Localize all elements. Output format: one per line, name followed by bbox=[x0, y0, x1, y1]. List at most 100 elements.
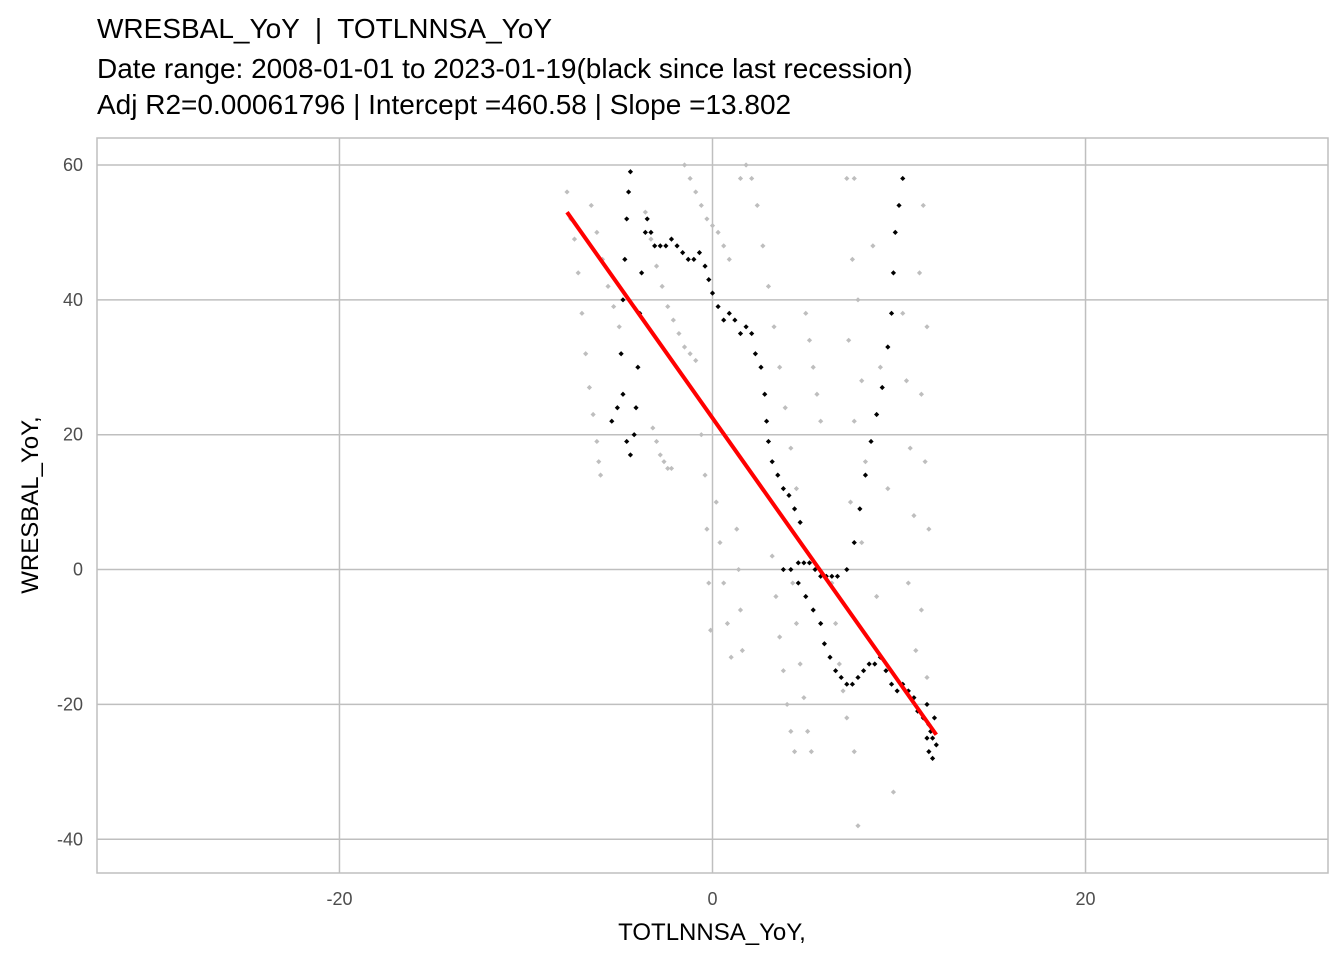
scatter-point bbox=[916, 270, 923, 276]
y-tick-label: -40 bbox=[57, 829, 83, 849]
scatter-point bbox=[594, 438, 600, 445]
scatter-point bbox=[616, 324, 622, 330]
y-axis-label: WRESBAL_YoY, bbox=[17, 416, 44, 593]
scatter-point bbox=[583, 351, 589, 357]
scatter-point bbox=[933, 742, 939, 748]
scatter-point bbox=[780, 566, 786, 573]
scatter-point bbox=[795, 560, 801, 566]
scatter-point bbox=[851, 175, 857, 182]
scatter-point bbox=[918, 607, 924, 613]
scatter-point bbox=[614, 405, 620, 411]
scatter-point bbox=[868, 438, 874, 445]
scatter-point bbox=[704, 526, 710, 532]
scatter-point bbox=[847, 499, 854, 505]
scatter-point bbox=[827, 654, 833, 660]
scatter-point bbox=[588, 202, 594, 209]
scatter-point bbox=[625, 189, 632, 195]
scatter-point bbox=[803, 310, 809, 316]
scatter-point bbox=[726, 310, 732, 316]
scatter-point bbox=[862, 472, 869, 478]
scatter-point bbox=[620, 297, 626, 303]
grid-lines bbox=[96, 137, 1329, 874]
scatter-point bbox=[769, 459, 775, 465]
scatter-point bbox=[622, 256, 628, 262]
scatter-point bbox=[929, 755, 936, 761]
scatter-point bbox=[846, 337, 852, 343]
scatter-point bbox=[633, 405, 639, 411]
scatter-point bbox=[642, 229, 648, 236]
scatter-point bbox=[693, 357, 699, 364]
scatter-point bbox=[793, 486, 800, 492]
x-axis-label: TOTLNNSA_YoY, bbox=[618, 919, 806, 946]
scatter-point bbox=[627, 169, 634, 175]
scatter-point bbox=[862, 459, 869, 465]
scatter-point bbox=[890, 789, 897, 795]
scatter-point bbox=[777, 364, 783, 370]
scatter-point bbox=[676, 330, 682, 337]
scatter-point bbox=[717, 539, 723, 546]
scatter-point bbox=[926, 526, 932, 532]
scatter-point bbox=[870, 243, 876, 249]
scatter-point bbox=[624, 216, 630, 222]
scatter-point bbox=[639, 270, 645, 276]
scatter-point bbox=[706, 580, 712, 586]
scatter-point bbox=[855, 823, 861, 829]
scatter-point bbox=[840, 688, 846, 694]
scatter-point bbox=[885, 486, 891, 492]
scatter-point bbox=[698, 202, 704, 209]
scatter-point bbox=[624, 438, 630, 445]
scatter-point bbox=[926, 749, 932, 755]
scatter-point bbox=[758, 364, 764, 370]
scatter-point bbox=[885, 344, 891, 350]
scatter-point bbox=[605, 283, 611, 289]
scatter-point bbox=[859, 539, 865, 546]
chart-subtitle-date-range: Date range: 2008-01-01 to 2023-01-19(bla… bbox=[97, 53, 913, 84]
scatter-point bbox=[765, 438, 772, 445]
scatter-point bbox=[648, 229, 654, 236]
y-tick-label: 20 bbox=[63, 425, 83, 445]
gray-series bbox=[564, 162, 932, 829]
scatter-point bbox=[821, 641, 828, 647]
scatter-point bbox=[732, 317, 738, 323]
scatter-point bbox=[659, 283, 665, 289]
scatter-point bbox=[788, 728, 794, 734]
scatter-point bbox=[657, 452, 663, 458]
scatter-point bbox=[810, 364, 816, 370]
scatter-point bbox=[851, 539, 857, 546]
scatter-point bbox=[900, 310, 906, 316]
scatter-point bbox=[896, 202, 902, 209]
scatter-point bbox=[810, 607, 816, 613]
scatter-point bbox=[668, 465, 675, 472]
scatter-point bbox=[900, 175, 906, 182]
scatter-point bbox=[579, 310, 585, 316]
scatter-point bbox=[894, 688, 900, 694]
scatter-point bbox=[833, 668, 839, 674]
scatter-point bbox=[687, 175, 693, 182]
scatter-point bbox=[594, 229, 600, 236]
scatter-point bbox=[924, 701, 930, 708]
scatter-point bbox=[892, 229, 898, 236]
scatter-point bbox=[653, 438, 660, 445]
scatter-point bbox=[771, 324, 777, 330]
scatter-point bbox=[860, 668, 867, 674]
scatter-point bbox=[913, 647, 919, 654]
scatter-point bbox=[814, 391, 820, 397]
scatter-point bbox=[818, 620, 824, 627]
scatter-point bbox=[736, 566, 742, 573]
scatter-point bbox=[709, 223, 716, 229]
scatter-point bbox=[924, 674, 930, 681]
scatter-point bbox=[685, 256, 691, 262]
scatter-point bbox=[855, 674, 861, 681]
scatter-point bbox=[596, 459, 602, 465]
scatter-point bbox=[793, 620, 800, 627]
scatter-point bbox=[866, 661, 872, 667]
scatter-point bbox=[702, 472, 708, 478]
scatter-point bbox=[924, 735, 930, 741]
scatter-point bbox=[803, 593, 809, 600]
scatter-point bbox=[754, 202, 760, 209]
scatter-point bbox=[668, 236, 675, 242]
black-series bbox=[609, 169, 939, 761]
scatter-point bbox=[670, 317, 676, 323]
scatter-point bbox=[795, 580, 801, 586]
